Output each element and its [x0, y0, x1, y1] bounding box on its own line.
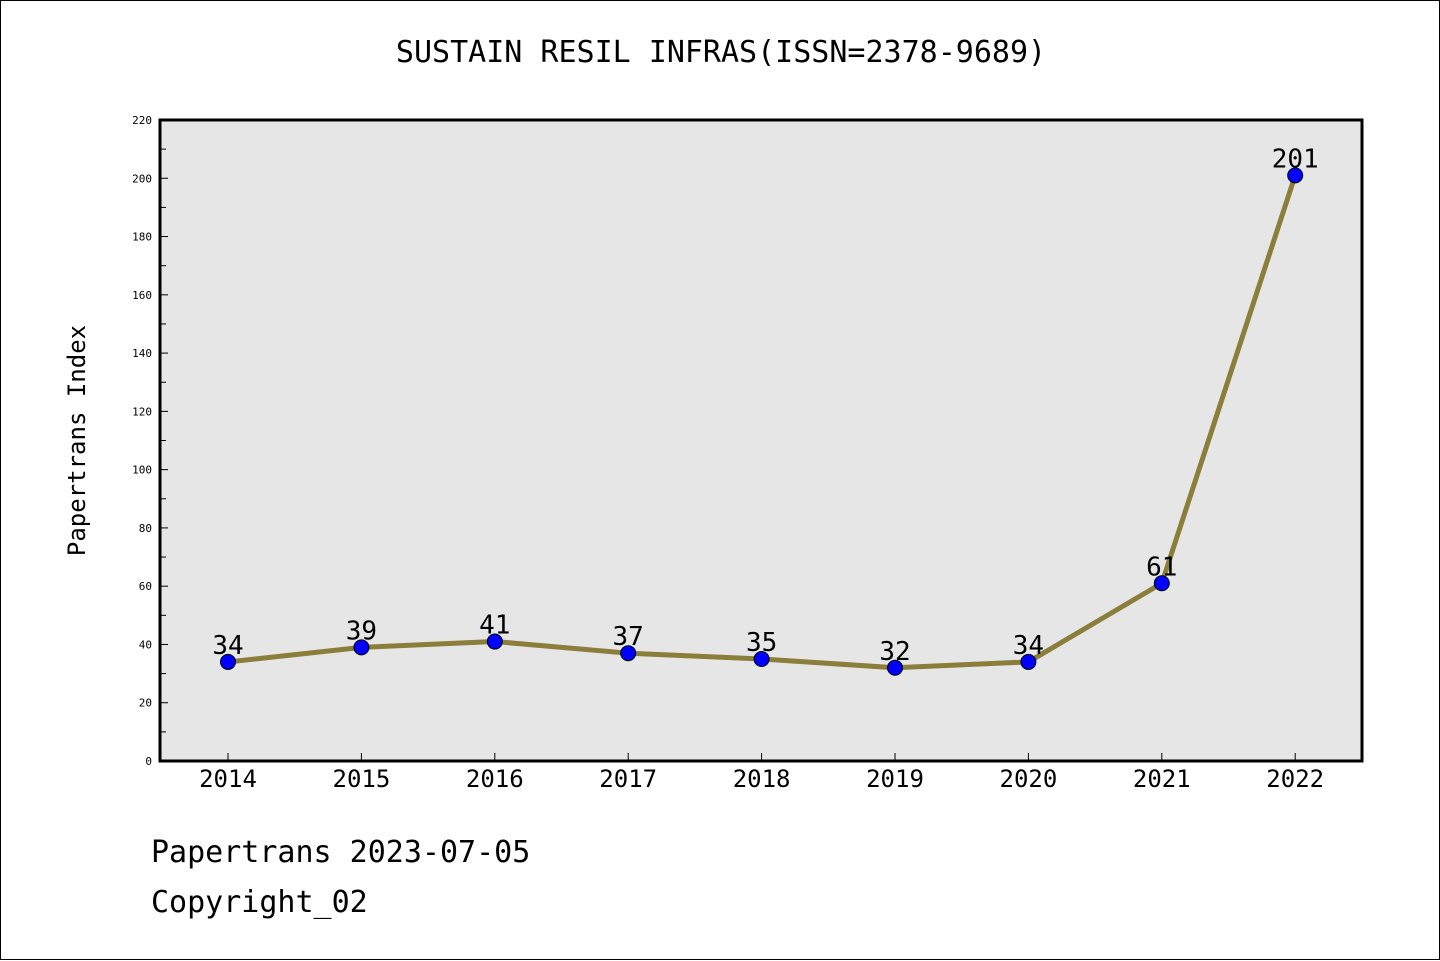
data-point	[887, 659, 903, 676]
chart-title: SUSTAIN RESIL INFRAS(ISSN=2378-9689)	[395, 35, 1047, 70]
data-point	[220, 653, 236, 670]
x-tick-label: 2020	[1000, 765, 1058, 793]
data-point	[1287, 167, 1304, 184]
y-tick-label: 0	[145, 755, 152, 768]
y-tick-label: 20	[139, 697, 152, 710]
x-tick-label: 2021	[1133, 765, 1191, 793]
data-label: 39	[346, 616, 377, 646]
data-label: 61	[1146, 552, 1177, 582]
data-label: 34	[212, 631, 243, 661]
x-tick-label: 2018	[733, 765, 791, 793]
x-tick-label: 2016	[466, 765, 524, 793]
data-label: 37	[613, 622, 644, 652]
y-tick-label: 220	[132, 114, 152, 127]
x-tick-label: 2015	[333, 765, 391, 793]
y-tick-label: 140	[132, 347, 152, 360]
y-tick-label: 200	[132, 172, 152, 185]
x-axis: 2014 2015 2016 2017 2018 2019 2020 2021 2022	[199, 753, 1324, 793]
y-tick-label: 100	[132, 464, 152, 477]
data-point	[353, 639, 370, 656]
y-tick-label: 160	[132, 289, 152, 302]
y-tick-label: 180	[132, 231, 152, 244]
data-label: 34	[1013, 631, 1044, 661]
data-labels: 34 39 41 37 35 32 34 61 201	[212, 144, 1318, 666]
data-label: 201	[1272, 144, 1319, 174]
data-point	[620, 645, 637, 662]
series-markers	[220, 167, 1304, 676]
y-tick-label: 40	[139, 638, 152, 651]
x-tick-label: 2022	[1266, 765, 1324, 793]
footer-date: Papertrans 2023-07-05	[151, 835, 531, 870]
y-axis: 0 20 40 60 80 100 120 140 160 180 200 220	[132, 114, 168, 768]
data-point	[753, 651, 770, 668]
footer-copyright: Copyright_02	[151, 885, 368, 920]
data-point	[486, 633, 503, 650]
x-tick-label: 2014	[199, 765, 257, 793]
data-point	[1153, 575, 1170, 592]
y-axis-label: Papertrans Index	[63, 325, 91, 556]
data-label: 35	[746, 628, 777, 658]
x-tick-label: 2017	[599, 765, 657, 793]
y-tick-label: 120	[132, 405, 152, 418]
x-tick-label: 2019	[866, 765, 924, 793]
y-tick-label: 60	[139, 580, 152, 593]
data-label: 41	[479, 611, 510, 641]
data-point	[1020, 653, 1037, 670]
y-tick-label: 80	[139, 522, 152, 535]
data-label: 32	[879, 637, 910, 667]
